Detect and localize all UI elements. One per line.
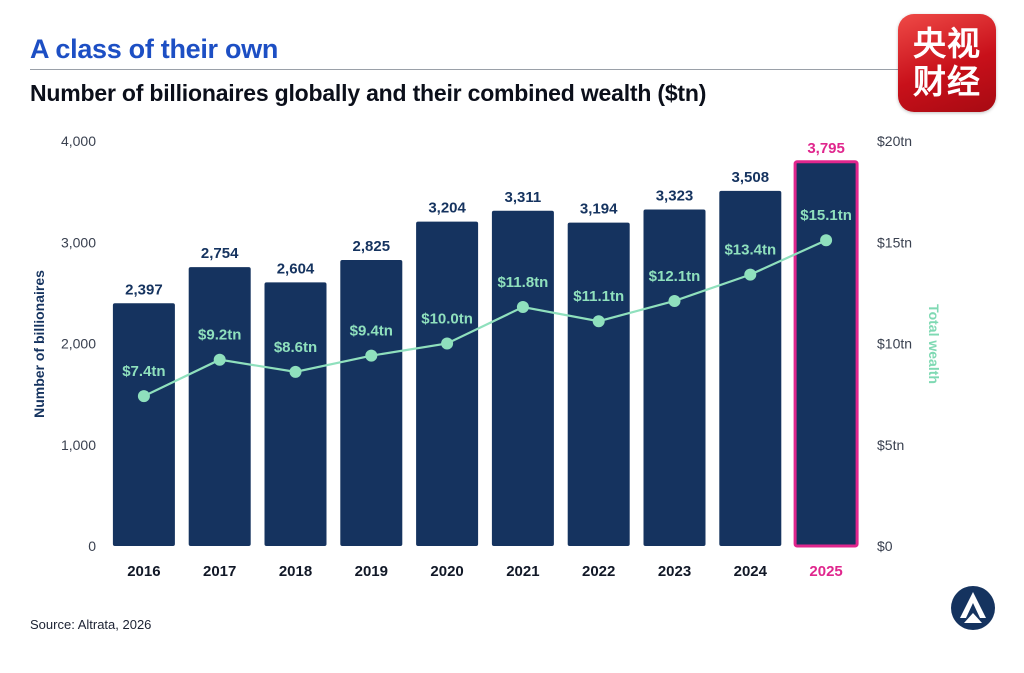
x-tick-label-2017: 2017 <box>203 563 236 580</box>
bar-2019 <box>340 259 403 546</box>
wealth-point-2022 <box>592 315 605 328</box>
wealth-value-label-2023: $12.1tn <box>649 268 701 285</box>
left-axis-tick-label: 1,000 <box>61 437 96 453</box>
wealth-point-2023 <box>668 294 681 307</box>
wealth-value-label-2017: $9.2tn <box>198 327 241 344</box>
wealth-value-label-2022: $11.1tn <box>573 288 624 305</box>
bar-2016 <box>112 303 175 546</box>
right-axis-tick-label: $5tn <box>877 437 904 453</box>
x-tick-label-2023: 2023 <box>658 563 691 580</box>
bar-value-label-2018: 2,604 <box>277 260 315 277</box>
left-axis-tick-label: 0 <box>88 538 96 554</box>
total-wealth-line <box>143 239 827 398</box>
left-axis-tick-label: 3,000 <box>61 234 96 250</box>
x-tick-label-2021: 2021 <box>506 563 539 580</box>
wealth-value-label-2025: $15.1tn <box>800 207 852 224</box>
bar-value-label-2019: 2,825 <box>353 238 391 255</box>
header-divider <box>30 69 900 70</box>
chart-kicker-title: A class of their own <box>30 34 279 64</box>
wealth-value-label-2018: $8.6tn <box>274 339 317 356</box>
bar-value-label-2020: 3,204 <box>428 200 466 217</box>
altrata-logo-icon <box>951 586 995 630</box>
bar-value-label-2021: 3,311 <box>505 189 542 206</box>
bar-value-label-2023: 3,323 <box>656 188 694 205</box>
wealth-value-label-2016: $7.4tn <box>122 363 165 380</box>
badge-line-1: 央视 <box>913 24 981 63</box>
right-axis-tick-label: $15tn <box>877 234 912 250</box>
wealth-value-label-2024: $13.4tn <box>724 242 776 259</box>
cctv-finance-logo-badge: 央视 财经 <box>898 14 996 112</box>
wealth-value-label-2019: $9.4tn <box>350 323 393 340</box>
chart-title: Number of billionaires globally and thei… <box>30 80 707 106</box>
left-axis-title: Number of billionaires <box>31 270 47 418</box>
wealth-point-2017 <box>213 353 226 366</box>
x-tick-label-2019: 2019 <box>355 563 388 580</box>
x-tick-label-2020: 2020 <box>430 563 463 580</box>
bar-2017 <box>188 267 251 546</box>
wealth-value-label-2021: $11.8tn <box>497 274 548 291</box>
wealth-point-2025 <box>820 234 833 247</box>
right-axis-tick-label: $0 <box>877 538 893 554</box>
left-axis-tick-label: 2,000 <box>61 336 96 352</box>
bar-value-label-2016: 2,397 <box>125 281 163 298</box>
x-tick-label-2022: 2022 <box>582 563 615 580</box>
wealth-point-2019 <box>365 349 378 362</box>
wealth-point-2024 <box>744 268 757 281</box>
wealth-point-2016 <box>137 390 150 403</box>
badge-line-2: 财经 <box>913 62 981 101</box>
bar-2021 <box>491 210 554 547</box>
x-tick-label-2018: 2018 <box>279 563 312 580</box>
wealth-point-2020 <box>441 337 454 350</box>
bar-value-label-2024: 3,508 <box>732 169 770 186</box>
bar-2025 <box>793 160 859 548</box>
bar-2022 <box>567 222 630 547</box>
wealth-value-label-2020: $10.0tn <box>421 311 473 328</box>
x-tick-label-2016: 2016 <box>127 563 160 580</box>
bar-2018 <box>264 282 327 546</box>
wealth-point-2021 <box>516 301 529 314</box>
right-axis-tick-label: $10tn <box>877 336 912 352</box>
bar-2020 <box>416 221 479 546</box>
wealth-point-2018 <box>289 365 302 378</box>
bar-value-label-2025: 3,795 <box>807 140 845 157</box>
source-note: Source: Altrata, 2026 <box>30 617 152 632</box>
bar-value-label-2022: 3,194 <box>580 201 618 218</box>
x-tick-label-2025: 2025 <box>809 563 842 580</box>
bar-2023 <box>643 209 706 546</box>
right-axis-title: Total wealth <box>926 304 942 384</box>
bar-value-label-2017: 2,754 <box>201 245 239 262</box>
right-axis-tick-label: $20tn <box>877 133 912 149</box>
x-tick-label-2024: 2024 <box>734 563 768 580</box>
left-axis-tick-label: 4,000 <box>61 133 96 149</box>
